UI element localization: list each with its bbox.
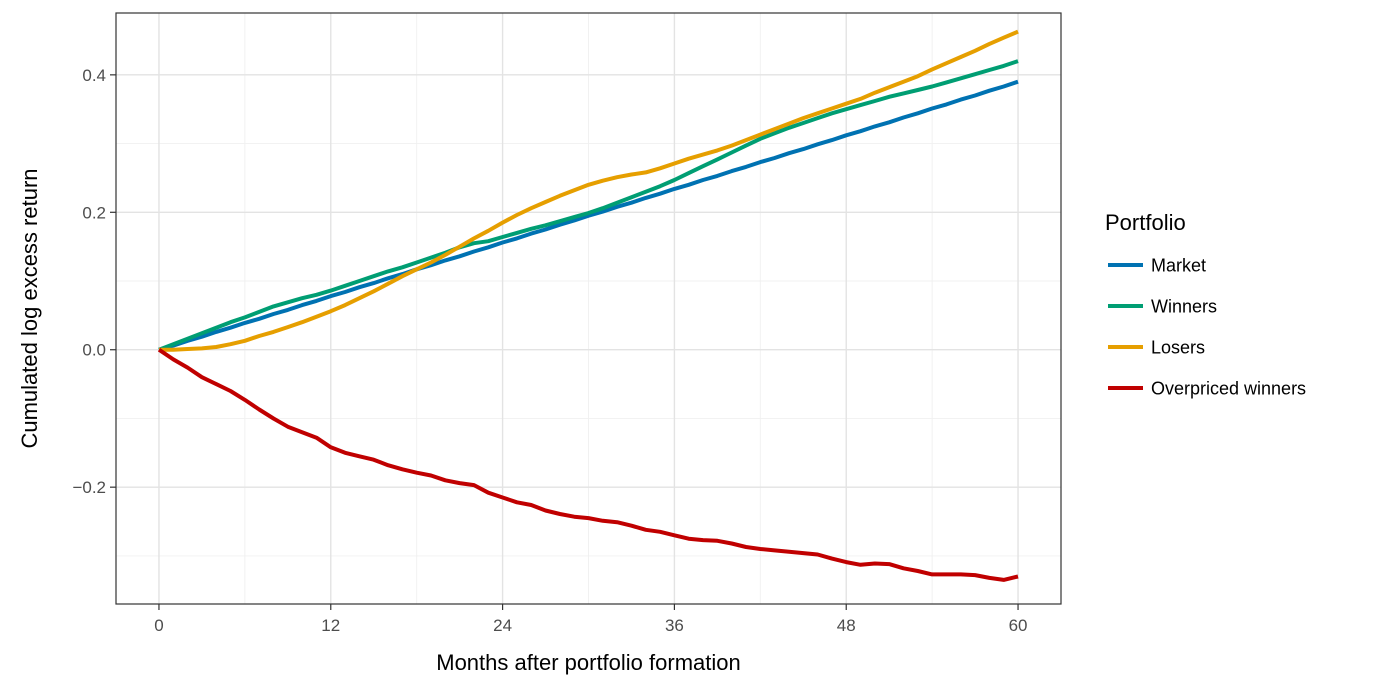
series-line-losers bbox=[159, 29, 1019, 352]
series-line-winners bbox=[158, 59, 1019, 352]
plot-panel bbox=[115, 12, 1062, 605]
legend-item-winners: Winners bbox=[1108, 297, 1217, 317]
legend-label: Overpriced winners bbox=[1151, 379, 1306, 399]
legend-item-losers: Losers bbox=[1108, 338, 1205, 358]
minor-gridlines bbox=[116, 13, 1061, 604]
series-line-overpriced-winners bbox=[157, 348, 1019, 582]
legend-items: Market Winners Losers Overpriced winners bbox=[1108, 256, 1306, 399]
panel-border bbox=[115, 12, 1062, 605]
major-gridlines bbox=[116, 13, 1061, 604]
legend-label: Losers bbox=[1151, 338, 1205, 358]
legend-item-market: Market bbox=[1108, 256, 1206, 276]
x-tick-label: 12 bbox=[321, 616, 340, 635]
y-tick-label: 0.4 bbox=[82, 66, 106, 85]
x-axis-title: Months after portfolio formation bbox=[436, 650, 740, 675]
x-tick-label: 60 bbox=[1009, 616, 1028, 635]
x-axis: 0 12 24 36 48 60 bbox=[154, 604, 1028, 635]
y-axis: −0.2 0.0 0.2 0.4 bbox=[72, 66, 116, 497]
legend-label: Winners bbox=[1151, 297, 1217, 317]
y-tick-label: 0.2 bbox=[82, 203, 106, 222]
y-tick-label: −0.2 bbox=[72, 478, 106, 497]
y-axis-title: Cumulated log excess return bbox=[17, 168, 42, 448]
legend-title: Portfolio bbox=[1105, 210, 1186, 235]
x-tick-label: 0 bbox=[154, 616, 163, 635]
legend: Portfolio Market Winners Losers Overpriced … bbox=[1105, 210, 1306, 399]
series-line-market bbox=[158, 79, 1019, 352]
y-tick-label: 0.0 bbox=[82, 341, 106, 360]
legend-item-overpriced-winners: Overpriced winners bbox=[1108, 379, 1306, 399]
x-tick-label: 48 bbox=[837, 616, 856, 635]
x-tick-label: 36 bbox=[665, 616, 684, 635]
x-tick-label: 24 bbox=[493, 616, 512, 635]
legend-label: Market bbox=[1151, 256, 1206, 276]
series-lines bbox=[157, 29, 1019, 582]
